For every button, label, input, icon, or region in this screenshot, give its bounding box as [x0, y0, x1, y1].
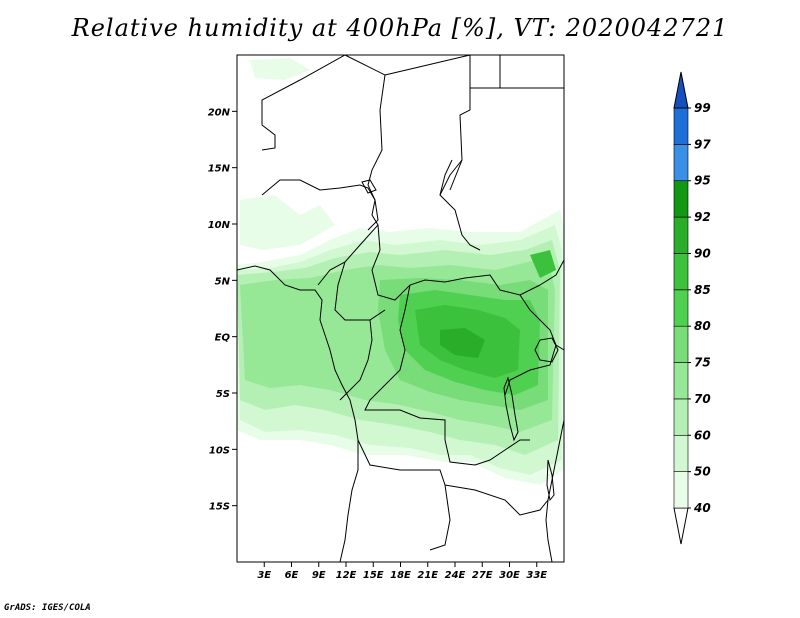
border-sudan: [449, 87, 564, 191]
lon-tick-label-9: 30E: [499, 570, 520, 581]
lat-tick-label-7: 15S: [209, 502, 230, 513]
colorbar-above-triangle: [673, 71, 689, 109]
colorbar-box-97: [673, 107, 689, 145]
border-cameroon: [334, 261, 386, 321]
colorbar-label-95: 95: [694, 174, 711, 188]
colorbar-label-40: 40: [693, 501, 711, 515]
lon-tick-label-10: 33E: [526, 570, 547, 581]
border-angola: [357, 439, 451, 551]
humidity-area-90: [440, 328, 485, 358]
lon-tick-label-5: 18E: [390, 570, 411, 581]
humidity-area-90b: [530, 250, 556, 278]
colorbar-label-75: 75: [694, 356, 711, 370]
lake-chad: [361, 179, 377, 194]
lat-tick-label-2: 10N: [208, 220, 231, 231]
humidity-area-40b: [250, 58, 310, 80]
lat-tick-label-5: 5S: [216, 389, 230, 400]
colorbar-box-95: [673, 144, 689, 182]
colorbar-label-97: 97: [694, 137, 711, 151]
colorbar: 40 50 60 70 75 80 85 90 92 95 97 99: [673, 71, 711, 545]
lon-tick-label-0: 3E: [257, 570, 271, 581]
colorbar-box-60: [673, 398, 689, 436]
colorbar-label-99: 99: [694, 101, 711, 115]
coastline-east: [545, 419, 565, 563]
colorbar-box-75: [673, 325, 689, 363]
lon-tick-label-8: 27E: [472, 570, 493, 581]
colorbar-box-40: [673, 471, 689, 509]
grads-credit: GrADS: IGES/COLA: [4, 603, 91, 613]
humidity-shading: [237, 58, 564, 485]
lat-tick-label-3: 5N: [215, 276, 231, 287]
border-car: [371, 224, 541, 301]
lake-victoria: [534, 337, 559, 363]
lon-tick-label-1: 6E: [285, 570, 299, 581]
colorbar-box-80: [673, 289, 689, 327]
lon-tick-label-7: 24E: [445, 570, 466, 581]
border-chad: [384, 54, 481, 251]
colorbar-box-92: [673, 180, 689, 218]
lat-tick-label-0: 20N: [208, 107, 231, 118]
lat-tick-label-4: EQ: [215, 333, 231, 344]
country-borders: [236, 54, 565, 563]
border-drc: [364, 284, 530, 466]
lake-malawi: [546, 459, 555, 502]
border-nile: [439, 159, 453, 196]
lon-tick-label-4: 15E: [363, 570, 384, 581]
humidity-area-40c: [240, 195, 335, 250]
chart-title: Relative humidity at 400hPa [%], VT: 202…: [71, 14, 729, 42]
lon-tick-label-3: 12E: [336, 570, 357, 581]
lon-tick-label-2: 9E: [312, 570, 326, 581]
colorbar-label-92: 92: [694, 210, 711, 224]
colorbar-label-70: 70: [694, 392, 711, 406]
lon-tick-label-6: 21E: [417, 570, 438, 581]
border-libya: [469, 55, 501, 110]
border-zambia: [444, 484, 549, 516]
colorbar-label-80: 80: [694, 319, 711, 333]
lat-tick-label-1: 15N: [208, 164, 231, 175]
colorbar-label-85: 85: [694, 283, 711, 297]
axis-ticks: 3E 6E 9E 12E 15E 18E 21E 24E 27E 30E 33E 20N 15N 10N 5…: [208, 107, 548, 581]
colorbar-label-90: 90: [694, 246, 711, 260]
border-congo: [339, 319, 373, 401]
coastline-west: [236, 265, 359, 563]
colorbar-box-85: [673, 253, 689, 291]
colorbar-below-triangle: [673, 507, 689, 545]
lake-tanganyika: [503, 376, 519, 442]
colorbar-box-70: [673, 362, 689, 400]
colorbar-box-90: [673, 216, 689, 254]
colorbar-label-60: 60: [694, 428, 711, 442]
colorbar-box-50: [673, 434, 689, 472]
border-east: [539, 259, 565, 351]
border-nigeria: [261, 179, 379, 286]
colorbar-label-50: 50: [694, 465, 711, 479]
lat-tick-label-6: 10S: [209, 445, 230, 456]
